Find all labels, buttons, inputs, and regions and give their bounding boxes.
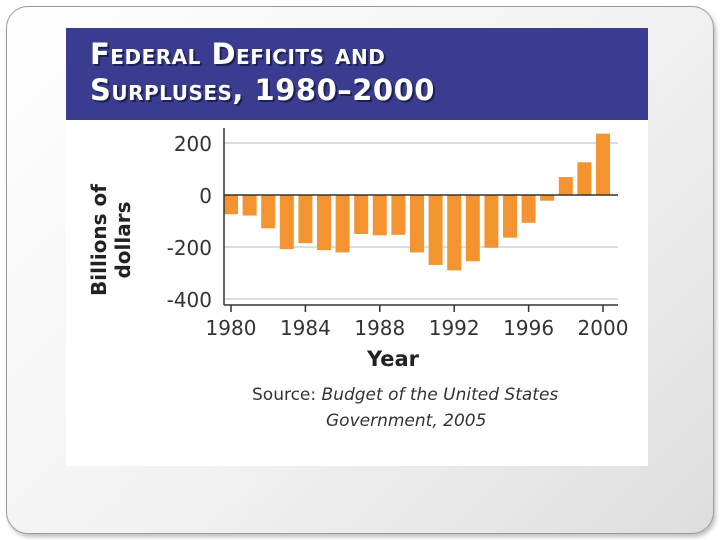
bar-1982 <box>261 195 276 229</box>
bar-1986 <box>335 195 350 253</box>
source-note: Source: Budget of the United States Gove… <box>252 382 558 434</box>
bar-1997 <box>540 195 555 201</box>
bar-1990 <box>410 195 424 253</box>
x-tick-label: 1992 <box>429 316 480 340</box>
y-axis-label-line-2: dollars <box>111 201 135 278</box>
bar-1994 <box>484 195 499 248</box>
bar-1988 <box>372 195 387 236</box>
bar-1998 <box>558 177 573 195</box>
source-title-line-2: Government, 2005 <box>326 411 487 431</box>
bars <box>224 133 610 271</box>
x-tick-label: 1996 <box>503 316 554 340</box>
bar-1991 <box>428 195 443 265</box>
chart-title-line-1: Federal Deficits and <box>90 37 386 71</box>
y-tick-label: -400 <box>167 288 212 312</box>
x-tick-label: 2000 <box>578 316 629 340</box>
x-tick-label: 1988 <box>354 316 405 340</box>
bar-1989 <box>391 195 406 235</box>
bar-1980 <box>224 195 238 215</box>
chart-title: Federal Deficits and Surpluses, 1980–200… <box>90 36 435 108</box>
y-axis-label-line-1: Billions of <box>87 184 111 296</box>
bar-1985 <box>317 195 331 251</box>
bar-1984 <box>298 195 313 244</box>
source-title-line-1: Budget of the United States <box>321 385 559 405</box>
bar-2000 <box>596 133 610 195</box>
chart-title-line-2: Surpluses, 1980–2000 <box>90 73 435 107</box>
x-tick-label: 1984 <box>280 316 331 340</box>
bar-1987 <box>354 195 369 234</box>
bar-1995 <box>503 195 517 238</box>
title-banner: Federal Deficits and Surpluses, 1980–200… <box>66 28 648 120</box>
bar-1981 <box>242 195 257 216</box>
y-tick-label: 200 <box>174 132 212 156</box>
chart-figure: Federal Deficits and Surpluses, 1980–200… <box>66 28 648 466</box>
x-tick-label: 1980 <box>206 316 257 340</box>
bar-1993 <box>465 195 480 262</box>
bar-1999 <box>577 162 592 195</box>
y-tick-label: -200 <box>167 236 212 260</box>
bar-1996 <box>521 195 536 223</box>
x-axis-label: Year <box>366 347 420 371</box>
source-label: Source: <box>252 385 317 405</box>
bar-1983 <box>279 195 294 250</box>
y-tick-label: 0 <box>199 184 212 208</box>
bar-1992 <box>447 195 462 271</box>
